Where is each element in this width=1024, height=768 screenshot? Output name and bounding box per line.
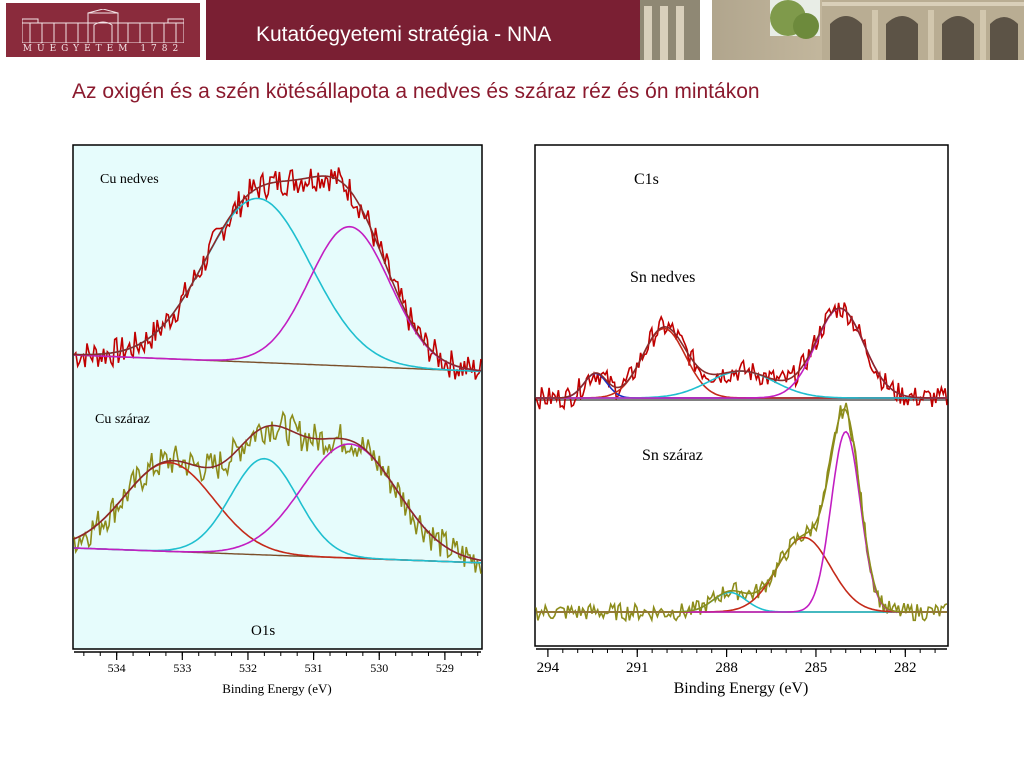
c1s-chart: C1s Sn nedves Sn száraz 294 291 288 285 282 …	[534, 144, 949, 697]
c1s-plot-area	[534, 144, 949, 647]
fit-component-cu-nedves-1	[73, 225, 482, 372]
x-tick-label: 285	[805, 660, 828, 676]
o1s-x-axis-label: Binding Energy (eV)	[222, 681, 332, 696]
header-bar: MŰEGYETEM 1782 Kutatóegyetemi stratégia …	[0, 0, 1024, 60]
x-tick-label: 532	[239, 661, 257, 675]
o1s-curves	[73, 167, 482, 574]
x-tick-label: 531	[305, 661, 323, 675]
x-tick-label: 294	[537, 660, 560, 676]
x-tick-label: 288	[715, 660, 738, 676]
building-logo-icon	[22, 9, 184, 43]
slide-title: Az oxigén és a szén kötésállapota a nedv…	[72, 80, 760, 103]
x-tick-label: 530	[370, 661, 388, 675]
fit-envelope-sn-szaraz	[536, 407, 947, 613]
fit-envelope-cu-nedves	[74, 175, 482, 372]
spectrum-label-sn-szaraz: Sn száraz	[642, 447, 703, 464]
measured-spectrum-sn-nedves	[535, 302, 948, 411]
measured-spectrum-cu-nedves	[73, 167, 482, 380]
c1s-x-axis: 294 291 288 285 282	[536, 648, 947, 676]
spectrum-label-sn-nedves: Sn nedves	[630, 269, 695, 286]
x-tick-label: 529	[436, 661, 454, 675]
fit-envelope-cu-szaraz	[73, 424, 482, 562]
x-tick-label: 282	[894, 660, 917, 676]
spectrum-label-cu-szaraz: Cu száraz	[95, 412, 150, 427]
panel-label-o1s: O1s	[251, 623, 275, 639]
x-tick-label: 533	[173, 661, 191, 675]
panel-label-c1s: C1s	[634, 171, 659, 188]
university-logo: MŰEGYETEM 1782	[0, 0, 206, 60]
building-photo	[640, 0, 1024, 60]
o1s-chart: Cu nedves Cu száraz O1s 534 533 532 531 530 5…	[72, 144, 483, 696]
c1s-x-axis-label: Binding Energy (eV)	[674, 680, 809, 697]
o1s-x-axis: 534 533 532 531 530 529	[74, 651, 481, 675]
logo-text: MŰEGYETEM 1782	[22, 44, 184, 54]
header-title: Kutatóegyetemi stratégia - NNA	[256, 23, 552, 46]
measured-spectrum-cu-szaraz	[73, 410, 482, 574]
x-tick-label: 534	[108, 661, 126, 675]
spectrum-label-cu-nedves: Cu nedves	[100, 172, 159, 187]
building-photo-image	[640, 0, 1024, 60]
o1s-plot-area	[72, 144, 483, 650]
fit-envelope-sn-nedves	[536, 307, 947, 399]
c1s-curves	[535, 302, 948, 623]
x-tick-label: 291	[626, 660, 649, 676]
